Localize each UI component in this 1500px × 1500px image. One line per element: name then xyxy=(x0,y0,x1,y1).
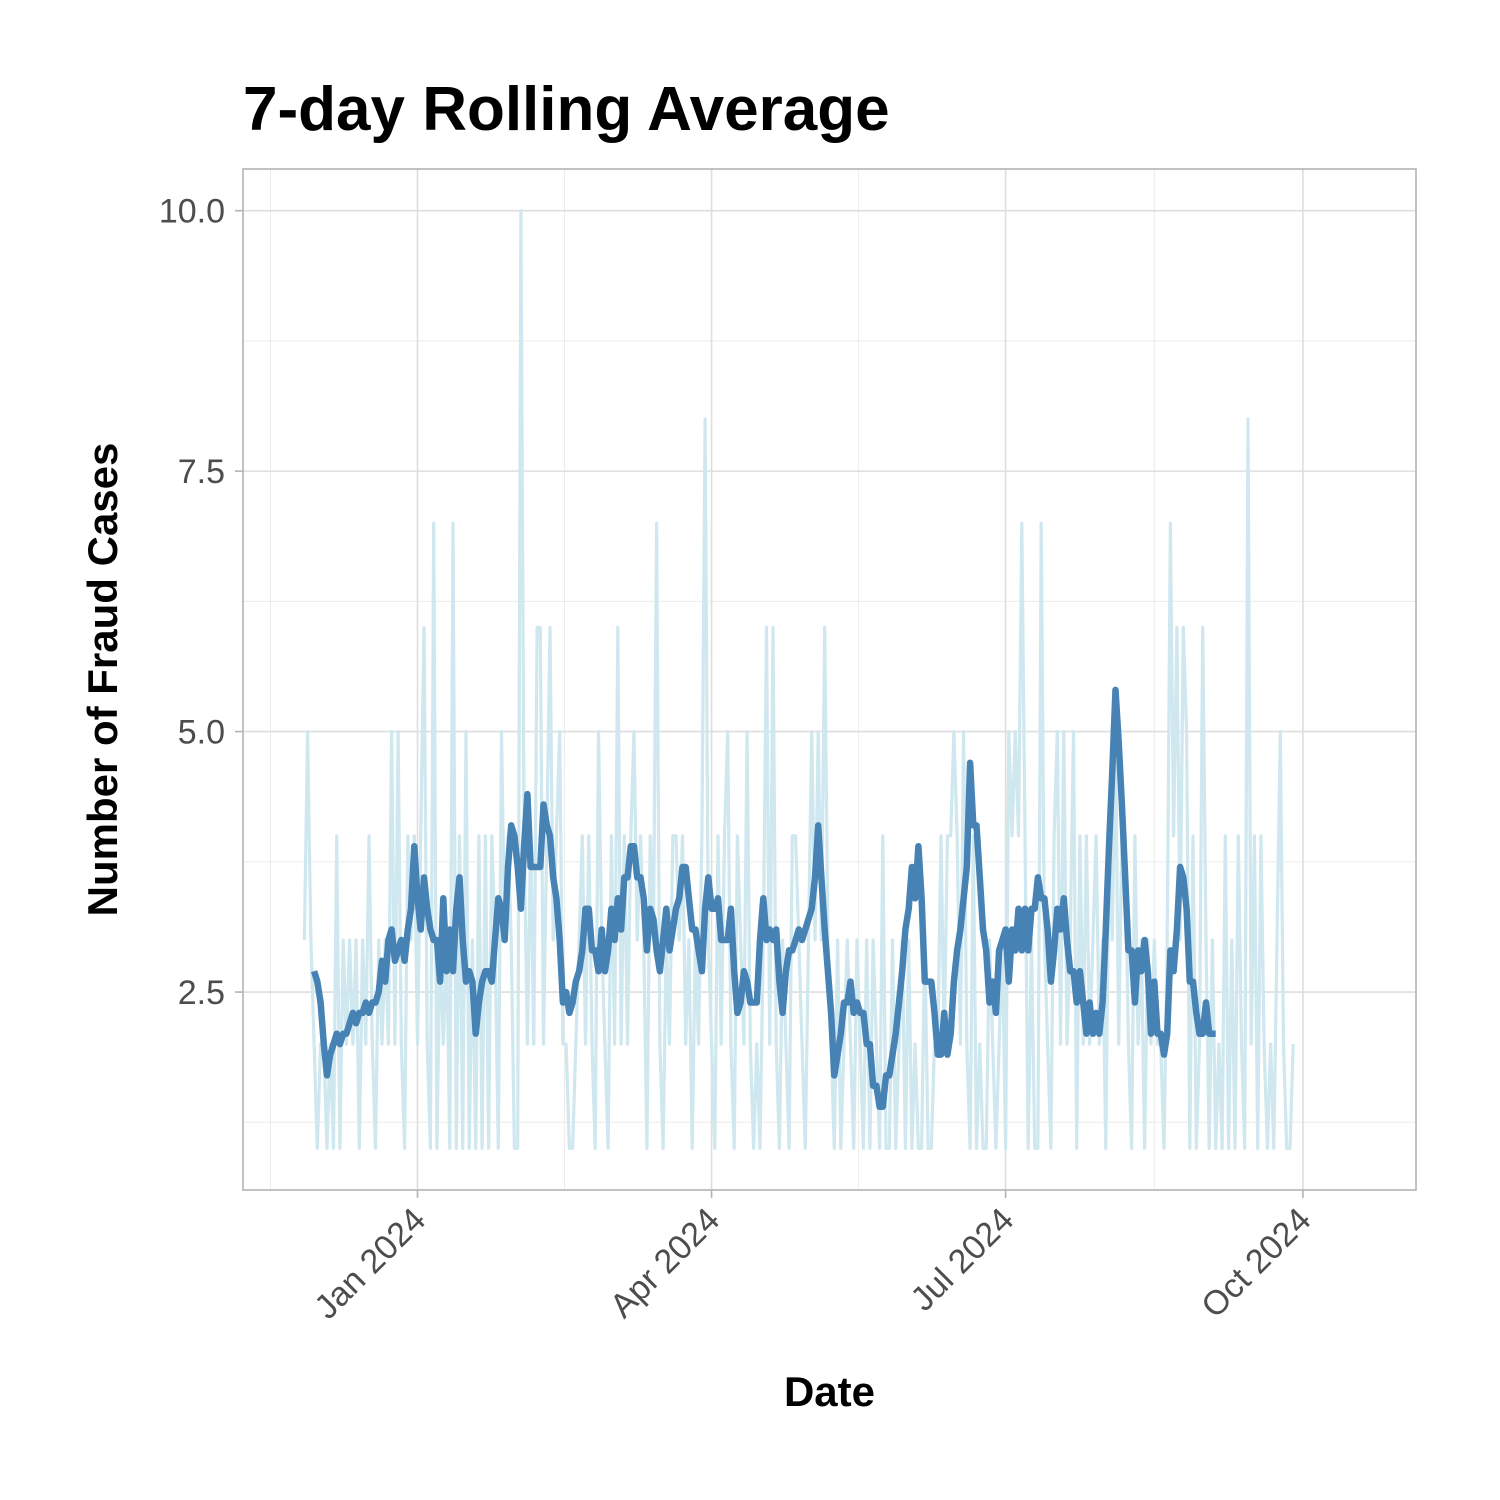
rolling-line xyxy=(310,686,1216,1110)
y-tick-label: 5.0 xyxy=(178,714,225,752)
x-tick-label: Jul 2024 xyxy=(904,1201,1022,1319)
x-axis: Jan 2024 Apr 2024 Jul 2024 Oct 2024 xyxy=(307,1190,1319,1327)
daily-series xyxy=(302,209,1295,1150)
chart-title: 7-day Rolling Average xyxy=(243,75,890,144)
x-tick-label: Oct 2024 xyxy=(1194,1201,1318,1325)
y-tick-label: 2.5 xyxy=(178,974,225,1012)
daily-line xyxy=(302,209,1295,1150)
rolling-series xyxy=(310,686,1216,1110)
x-axis-title: Date xyxy=(784,1368,875,1415)
y-tick-label: 10.0 xyxy=(159,193,225,231)
y-axis-title: Number of Fraud Cases xyxy=(79,443,126,917)
x-tick-label: Apr 2024 xyxy=(603,1201,727,1325)
x-tick-label: Jan 2024 xyxy=(307,1201,433,1327)
panel-border xyxy=(242,168,1417,1191)
y-axis: 2.5 5.0 7.5 10.0 xyxy=(159,193,243,1012)
y-tick-label: 7.5 xyxy=(178,453,225,491)
